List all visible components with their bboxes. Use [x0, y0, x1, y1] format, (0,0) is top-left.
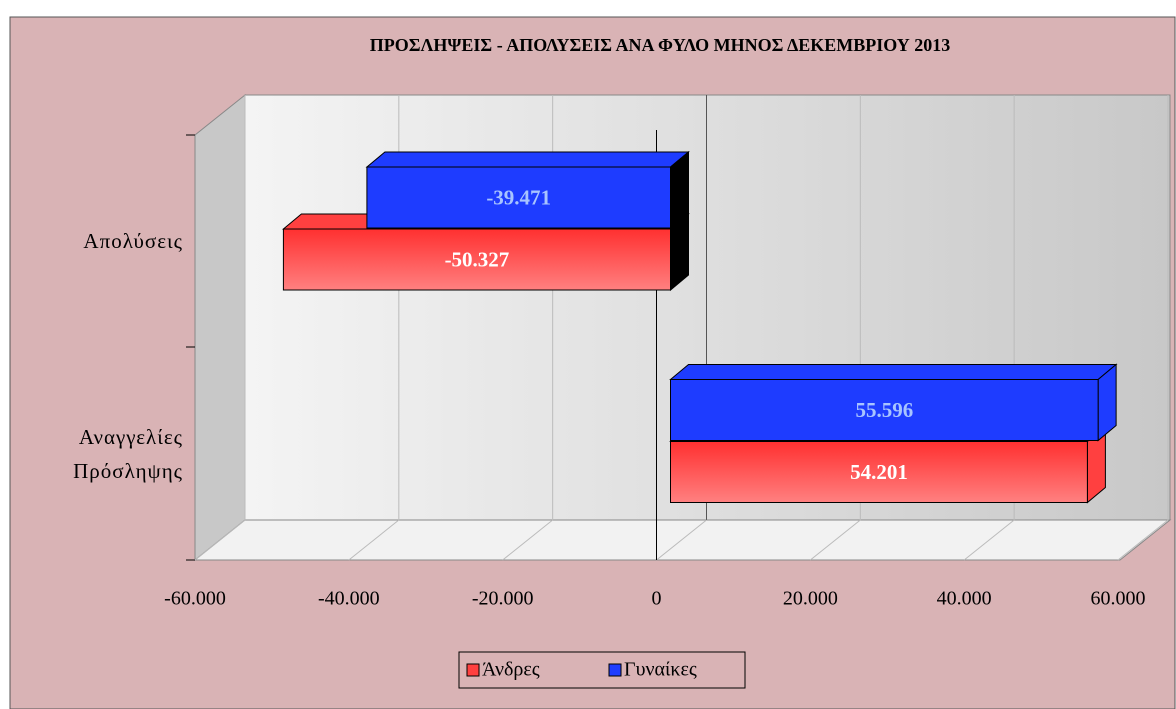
x-tick-label: 40.000: [937, 588, 992, 610]
legend-swatch: [466, 663, 480, 677]
y-tick-label: Απολύσεις: [83, 229, 183, 254]
x-tick-label: 60.000: [1091, 588, 1146, 610]
bar-front: [670, 441, 1088, 503]
legend-swatch: [608, 663, 622, 677]
grid-line: [1117, 519, 1169, 561]
legend-box: [458, 651, 746, 689]
bar-front: [366, 166, 671, 229]
bar-top: [365, 151, 690, 168]
data-label: 54.201: [850, 460, 908, 484]
grid-line: [656, 519, 707, 561]
x-tick-label: 0: [652, 588, 662, 610]
data-label: 55.596: [855, 398, 913, 422]
legend-label: Άνδρες: [482, 659, 540, 681]
bar-front: [282, 228, 671, 291]
grid-line: [194, 519, 246, 561]
legend-label: Γυναίκες: [624, 659, 697, 681]
grid-line: [502, 519, 553, 561]
grid-line: [810, 519, 861, 561]
side-wall: [194, 93, 246, 562]
x-tick-label: -40.000: [318, 588, 380, 610]
x-tick-label: -20.000: [472, 588, 534, 610]
bar-front: [670, 379, 1099, 441]
x-tick-label: -60.000: [164, 588, 226, 610]
floor: [193, 519, 1172, 561]
bar-top: [669, 364, 1118, 380]
data-label: -50.327: [445, 247, 510, 271]
y-tick-label: Αναγγελίες Πρόσληψης: [73, 424, 183, 483]
grid-line: [348, 519, 400, 561]
data-label: -39.471: [486, 185, 551, 209]
x-tick-label: 20.000: [783, 588, 838, 610]
y-axis-ticks: [186, 134, 195, 561]
grid-line: [963, 519, 1015, 561]
chart-title: ΠΡΟΣΛΗΨΕΙΣ - ΑΠΟΛΥΣΕΙΣ ΑΝΑ ΦΥΛΟ ΜΗΝΟΣ ΔΕ…: [370, 35, 951, 55]
bar: [669, 363, 1118, 442]
bar: [365, 150, 690, 230]
